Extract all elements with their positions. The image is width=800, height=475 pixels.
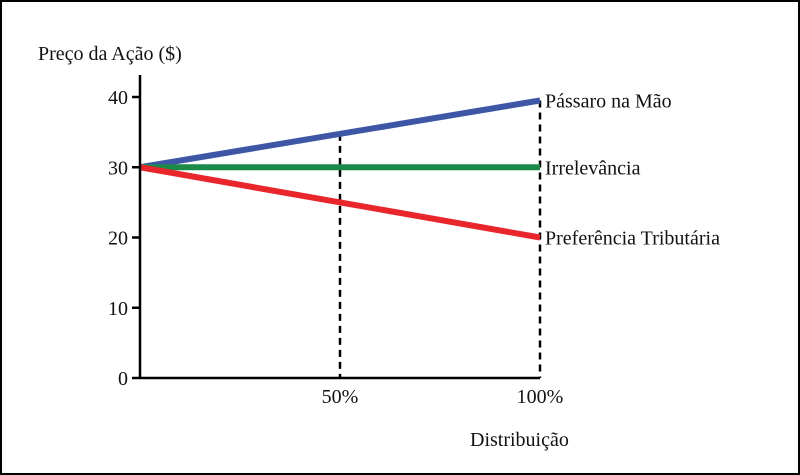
- x-axis-ticks: 50% 100%: [322, 386, 564, 408]
- series-labels: Pássaro na Mão Irrelevância Preferência Tr…: [545, 91, 720, 250]
- x-axis-title: Distribuição: [470, 429, 569, 451]
- series-line-passaro-na-mao: [139, 97, 541, 171]
- series-lines: [139, 97, 541, 241]
- y-tick-label-20: 20: [108, 228, 128, 250]
- series-line-preferencia-tributaria: [139, 164, 541, 241]
- y-tick-label-10: 10: [108, 298, 128, 320]
- series-label-preferencia-tributaria: Preferência Tributária: [545, 228, 720, 250]
- y-tick-label-0: 0: [118, 368, 128, 390]
- series-label-passaro-na-mao: Pássaro na Mão: [545, 91, 672, 113]
- x-tick-label-50: 50%: [322, 386, 359, 408]
- reference-lines: [338, 100, 542, 378]
- y-tick-label-30: 30: [108, 157, 128, 179]
- series-label-irrelevancia: Irrelevância: [545, 157, 641, 179]
- y-axis-ticks: 0 10 20 30 40: [108, 87, 140, 390]
- x-tick-label-100: 100%: [517, 386, 564, 408]
- y-axis-title: Preço da Ação ($): [38, 43, 182, 65]
- y-tick-label-40: 40: [108, 87, 128, 109]
